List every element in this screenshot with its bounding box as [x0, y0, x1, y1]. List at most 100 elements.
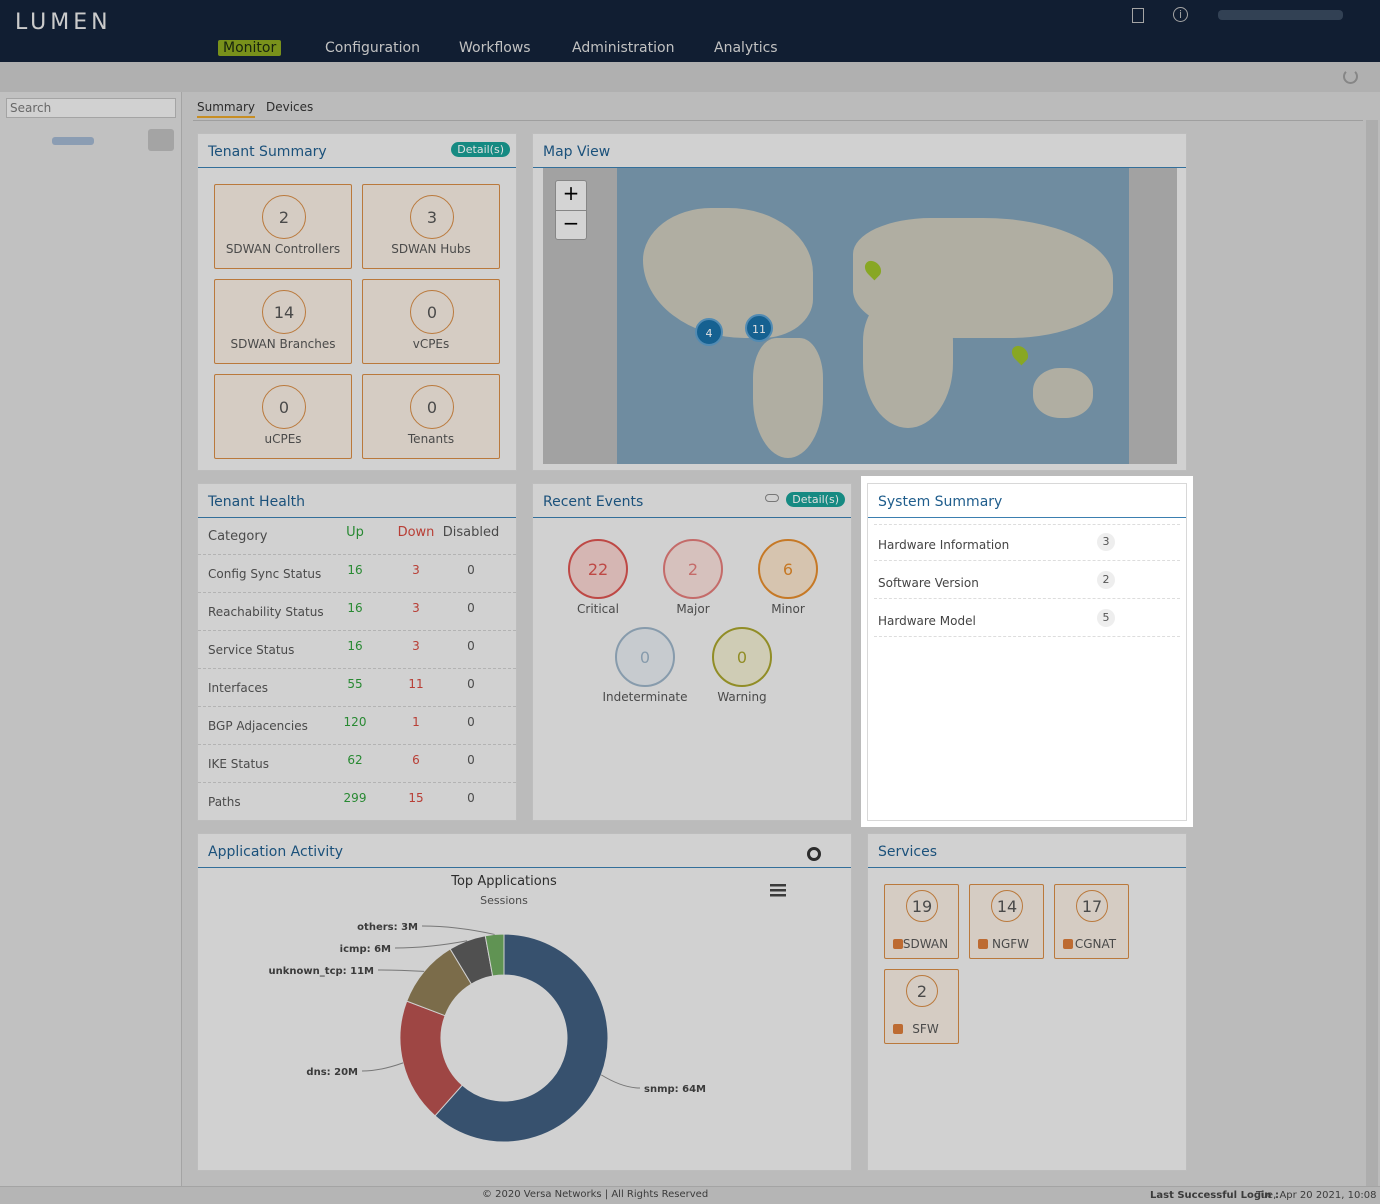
summary-card[interactable]: 14 SDWAN Branches	[214, 279, 352, 364]
cell-value: 3	[412, 563, 420, 577]
tree-node[interactable]	[52, 137, 94, 145]
zoom-in[interactable]: +	[556, 181, 586, 211]
sidebar: Search	[0, 92, 182, 1186]
count-badge: 2	[1097, 571, 1115, 589]
last-login: Tue, Apr 20 2021, 10:08	[1256, 1190, 1377, 1201]
row-label: IKE Status	[208, 757, 270, 771]
last-login-label: Last Successful Login :	[1150, 1190, 1280, 1201]
map[interactable]: + − 4 11	[543, 168, 1177, 464]
cell-value: 0	[467, 639, 475, 653]
toggle[interactable]	[765, 494, 779, 502]
card-label: uCPEs	[264, 432, 302, 446]
refresh-icon[interactable]	[1343, 69, 1358, 84]
service-card[interactable]: 17 CGNAT	[1054, 884, 1129, 959]
event-circle[interactable]: 0	[615, 627, 675, 687]
panel-title: System Summary	[878, 494, 1003, 510]
tab[interactable]: Devices	[266, 100, 314, 114]
footer: © 2020 Versa Networks | All Rights Reser…	[0, 1186, 1380, 1204]
doc-icon[interactable]	[1132, 8, 1144, 23]
row-divider	[874, 598, 1180, 599]
cell-value: 1	[412, 715, 420, 729]
cell-value: 0	[467, 753, 475, 767]
nav-item[interactable]: Analytics	[714, 40, 778, 56]
tab-line	[193, 120, 1363, 121]
summary-card[interactable]: 2 SDWAN Controllers	[214, 184, 352, 269]
summary-row-label[interactable]: Hardware Information	[878, 538, 1010, 552]
details-button[interactable]: Detail(s)	[786, 492, 845, 507]
summary-card[interactable]: 0 vCPEs	[362, 279, 500, 364]
search-input[interactable]: Search	[6, 98, 176, 118]
event-circle[interactable]: 0	[712, 627, 772, 687]
leader-line	[361, 1062, 404, 1072]
card-label: Tenants	[407, 432, 455, 446]
collapse-button[interactable]	[148, 129, 174, 151]
logo[interactable]: LUMEN	[15, 10, 112, 35]
service-icon	[978, 939, 988, 949]
summary-card[interactable]: 0 uCPEs	[214, 374, 352, 459]
cell-value: 62	[347, 753, 363, 767]
row-divider	[198, 554, 516, 555]
donut-slice[interactable]	[484, 933, 505, 977]
count-badge: 5	[1097, 609, 1115, 627]
count-badge: 3	[1097, 533, 1115, 551]
zoom-out[interactable]: −	[562, 211, 580, 235]
nav-item[interactable]: Monitor	[218, 40, 282, 56]
settings-icon[interactable]	[807, 847, 821, 861]
nav-item[interactable]: Configuration	[325, 40, 420, 56]
summary-row-label[interactable]: Software Version	[878, 576, 979, 590]
divider	[198, 517, 516, 518]
donut-slice[interactable]	[434, 933, 609, 1143]
service-card[interactable]: 2 SFW	[884, 969, 959, 1044]
cell-value: 0	[467, 791, 475, 805]
service-label: CGNAT	[1074, 937, 1117, 951]
tab[interactable]: Summary	[197, 100, 255, 118]
summary-card[interactable]: 3 SDWAN Hubs	[362, 184, 500, 269]
cell-value: 3	[412, 601, 420, 615]
divider	[533, 517, 851, 518]
chart-subtitle: Sessions	[480, 894, 528, 907]
service-card[interactable]: 14 NGFW	[969, 884, 1044, 959]
land	[753, 338, 823, 458]
divider	[868, 517, 1186, 518]
data-label: icmp: 6M	[340, 944, 391, 955]
count-circle: 14	[991, 890, 1023, 922]
summary-row-label[interactable]: Hardware Model	[878, 614, 976, 628]
menu-icon[interactable]	[770, 884, 786, 897]
panel-title: Application Activity	[208, 844, 344, 860]
cell-value: 6	[412, 753, 420, 767]
event-circle[interactable]: 2	[663, 539, 723, 599]
services-panel: Services 19 SDWAN 14 NGFW 17 CGNAT 2 SFW	[867, 833, 1187, 1171]
info-icon[interactable]: i	[1173, 7, 1188, 22]
service-card[interactable]: 19 SDWAN	[884, 884, 959, 959]
service-icon	[1063, 939, 1073, 949]
panel-title: Services	[878, 844, 938, 860]
row-divider	[874, 524, 1180, 525]
row-label: Interfaces	[208, 681, 268, 695]
user-menu[interactable]	[1218, 10, 1343, 20]
cell-value: 299	[343, 791, 367, 805]
event-label: Indeterminate	[602, 690, 688, 704]
row-label: Service Status	[208, 643, 295, 657]
scrollbar[interactable]	[1366, 120, 1378, 1186]
leader-line	[394, 940, 468, 949]
column-header: Category	[208, 529, 268, 544]
details-button[interactable]: Detail(s)	[451, 142, 510, 157]
divider	[198, 867, 851, 868]
nav-item[interactable]: Workflows	[459, 40, 531, 56]
event-label: Minor	[771, 602, 805, 616]
nav-item[interactable]: Administration	[572, 40, 675, 56]
count-circle: 3	[410, 195, 454, 239]
cell-value: 15	[408, 791, 424, 805]
row-divider	[198, 630, 516, 631]
chart-title: Top Applications	[450, 874, 557, 889]
map-cluster[interactable]: 11	[745, 314, 773, 342]
data-label: others: 3M	[357, 922, 418, 933]
event-circle[interactable]: 6	[758, 539, 818, 599]
row-divider	[198, 782, 516, 783]
summary-card[interactable]: 0 Tenants	[362, 374, 500, 459]
event-circle[interactable]: 22	[568, 539, 628, 599]
cell-value: 16	[347, 639, 363, 653]
map-cluster[interactable]: 4	[695, 318, 723, 346]
land	[1033, 368, 1093, 418]
